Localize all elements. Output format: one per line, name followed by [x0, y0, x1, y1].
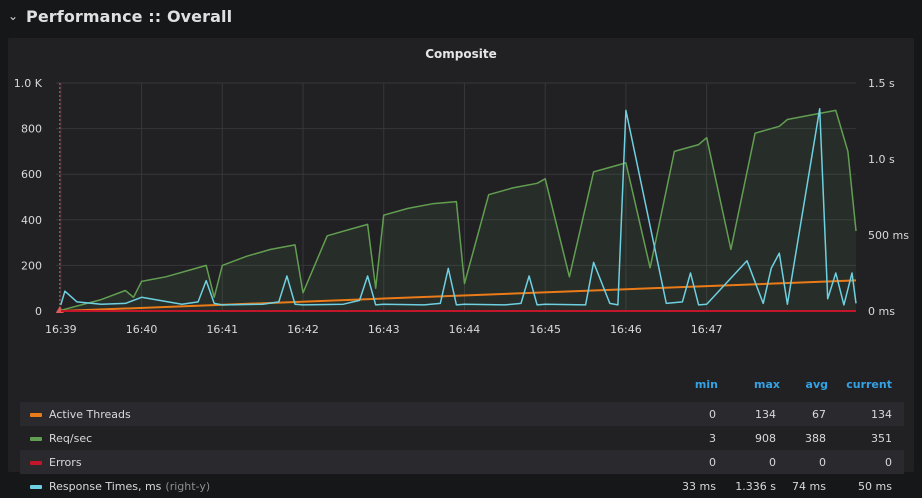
composite-panel: Composite 0 200 400 600 800 1.0 K 0 ms 500 ms 1.… — [8, 38, 914, 493]
legend-header-min[interactable]: min — [694, 378, 718, 391]
x-tick-label: 16:40 — [126, 323, 158, 336]
y-right-tick-label: 1.5 s — [868, 77, 895, 90]
x-tick-label: 16:43 — [368, 323, 400, 336]
legend-header-current[interactable]: current — [846, 378, 892, 391]
x-tick-label: 16:47 — [691, 323, 723, 336]
chevron-down-icon[interactable]: ⌄ — [7, 9, 19, 23]
legend-header-max[interactable]: max — [754, 378, 780, 391]
legend-row-active-threads[interactable]: Active Threads 0 134 67 134 — [20, 402, 904, 426]
legend-avg: 67 — [812, 408, 826, 421]
legend-max: 1.336 s — [735, 480, 776, 493]
legend-current: 50 ms — [858, 480, 892, 493]
legend-series-name[interactable]: Active Threads — [49, 408, 131, 421]
legend-series-name[interactable]: Req/sec — [49, 432, 93, 445]
series-response-times[interactable] — [60, 108, 857, 306]
legend-row-response-times[interactable]: Response Times, ms (right-y) 33 ms 1.336 … — [20, 474, 904, 498]
row-title[interactable]: Performance :: Overall — [26, 6, 233, 26]
y-left-tick-label: 800 — [21, 123, 42, 136]
composite-chart[interactable]: 0 200 400 600 800 1.0 K 0 ms 500 ms 1.0 s 1.5 s 16… — [8, 38, 914, 368]
legend-max: 0 — [769, 456, 776, 469]
y-right-tick-label: 0 ms — [868, 305, 895, 318]
legend-min: 0 — [709, 408, 716, 421]
legend-series-name[interactable]: Errors — [49, 456, 82, 469]
x-tick-label: 16:45 — [529, 323, 561, 336]
y-right-tick-label: 500 ms — [868, 229, 909, 242]
legend-row-errors[interactable]: Errors 0 0 0 0 — [20, 450, 904, 474]
y-right-tick-label: 1.0 s — [868, 153, 895, 166]
legend-min: 33 ms — [682, 480, 716, 493]
legend-axis-note: (right-y) — [165, 480, 211, 493]
legend-series-name[interactable]: Response Times, ms (right-y) — [49, 480, 210, 493]
y-left-tick-label: 1.0 K — [14, 77, 43, 90]
y-left-tick-label: 200 — [21, 259, 42, 272]
legend-current: 351 — [871, 432, 892, 445]
series-color-swatch[interactable] — [30, 437, 42, 441]
y-left-tick-label: 600 — [21, 168, 42, 181]
series-color-swatch[interactable] — [30, 461, 42, 465]
y-left-tick-label: 0 — [35, 305, 42, 318]
x-tick-label: 16:44 — [449, 323, 481, 336]
legend-series-label[interactable]: Response Times, ms — [49, 480, 162, 493]
legend-header-avg[interactable]: avg — [805, 378, 828, 391]
legend-min: 3 — [709, 432, 716, 445]
panel-title[interactable]: Composite — [425, 47, 497, 61]
legend-row-req-sec[interactable]: Req/sec 3 908 388 351 — [20, 426, 904, 450]
legend-avg: 74 ms — [792, 480, 826, 493]
series-req-sec[interactable] — [60, 109, 857, 312]
legend-max: 908 — [755, 432, 776, 445]
x-tick-label: 16:46 — [610, 323, 642, 336]
y-left-tick-label: 400 — [21, 214, 42, 227]
series-req-sec-area — [60, 110, 857, 312]
legend-avg: 0 — [819, 456, 826, 469]
legend-min: 0 — [709, 456, 716, 469]
x-tick-label: 16:42 — [287, 323, 319, 336]
x-tick-label: 16:39 — [45, 323, 77, 336]
legend-avg: 388 — [805, 432, 826, 445]
series-color-swatch[interactable] — [30, 413, 42, 417]
series-color-swatch[interactable] — [30, 485, 42, 489]
row-header[interactable]: ⌄ Performance :: Overall — [0, 0, 922, 32]
legend-current: 134 — [871, 408, 892, 421]
x-tick-label: 16:41 — [206, 323, 238, 336]
legend-current: 0 — [885, 456, 892, 469]
legend-max: 134 — [755, 408, 776, 421]
